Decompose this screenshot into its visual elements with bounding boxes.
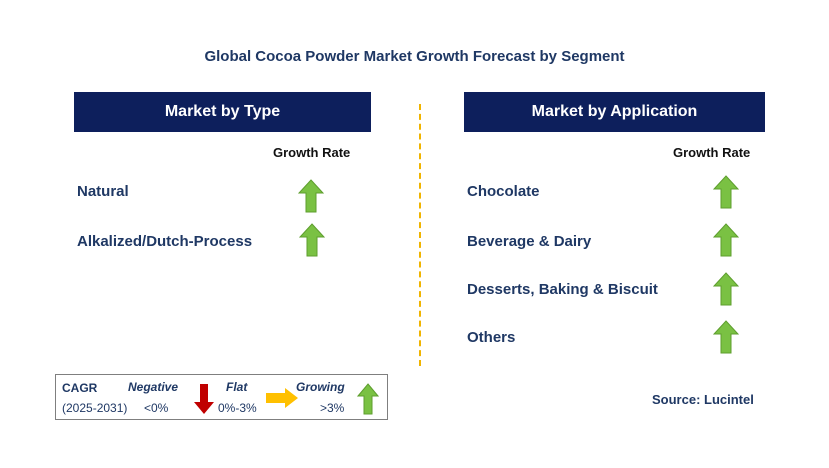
type-panel-header: Market by Type: [74, 92, 371, 132]
legend-flat-label: Flat: [226, 380, 248, 394]
application-growth-rate-label: Growth Rate: [673, 145, 751, 160]
up-arrow-icon: [713, 175, 739, 209]
down-arrow-icon: [193, 383, 215, 415]
cagr-legend: CAGR (2025-2031) Negative <0% Flat 0%-3%…: [55, 374, 388, 420]
page-title: Global Cocoa Powder Market Growth Foreca…: [204, 48, 625, 65]
application-item-others: Others: [467, 329, 516, 346]
legend-flat-value: 0%-3%: [218, 401, 257, 415]
legend-growing-label: Growing: [296, 380, 345, 394]
type-item-natural: Natural: [77, 183, 129, 200]
up-arrow-icon: [298, 179, 324, 213]
up-arrow-icon: [299, 223, 325, 257]
application-item-chocolate: Chocolate: [467, 183, 540, 200]
right-arrow-icon: [265, 387, 299, 409]
legend-negative-label: Negative: [128, 380, 179, 394]
type-item-alkalized: Alkalized/Dutch-Process: [77, 233, 253, 250]
up-arrow-icon: [357, 383, 379, 415]
application-panel-header: Market by Application: [464, 92, 765, 132]
application-item-desserts-baking-biscuit: Desserts, Baking & Biscuit: [467, 281, 658, 298]
up-arrow-icon: [713, 223, 739, 257]
legend-cagr-label: CAGR: [62, 381, 98, 395]
type-growth-rate-label: Growth Rate: [273, 145, 351, 160]
up-arrow-icon: [713, 272, 739, 306]
application-item-beverage-dairy: Beverage & Dairy: [467, 233, 592, 250]
up-arrow-icon: [713, 320, 739, 354]
panel-divider: [419, 104, 421, 366]
legend-growing-value: >3%: [320, 401, 345, 415]
legend-period: (2025-2031): [62, 401, 128, 415]
source-label: Source: Lucintel: [652, 392, 754, 407]
legend-negative-value: <0%: [144, 401, 169, 415]
